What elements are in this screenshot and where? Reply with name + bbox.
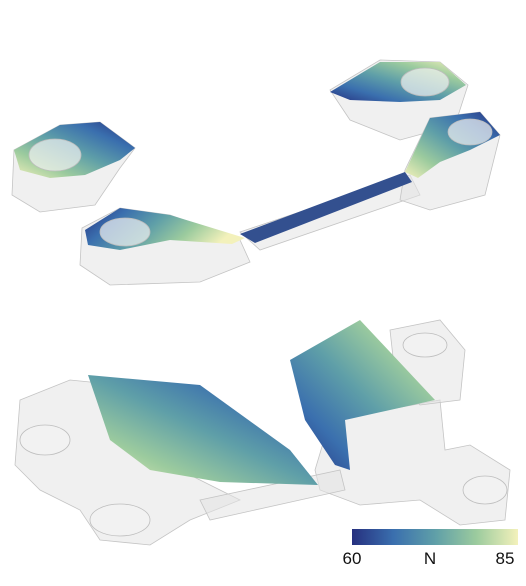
hole bbox=[447, 118, 493, 146]
colorbar: 60 N 85 bbox=[343, 529, 518, 568]
hole bbox=[462, 475, 508, 505]
hole bbox=[89, 503, 151, 537]
hole bbox=[402, 332, 448, 358]
surface bbox=[240, 172, 412, 243]
colorbar-min: 60 bbox=[343, 549, 362, 568]
hole bbox=[400, 67, 450, 97]
surface bbox=[290, 320, 435, 470]
surface bbox=[88, 375, 318, 485]
colorbar-max: 85 bbox=[496, 549, 515, 568]
hole bbox=[19, 424, 71, 456]
colorbar-gradient bbox=[352, 529, 518, 545]
hole bbox=[99, 217, 151, 247]
lower-structure bbox=[14, 319, 511, 546]
upper-surface bbox=[14, 62, 500, 250]
colorbar-label: N bbox=[424, 549, 436, 568]
hole bbox=[28, 138, 82, 172]
